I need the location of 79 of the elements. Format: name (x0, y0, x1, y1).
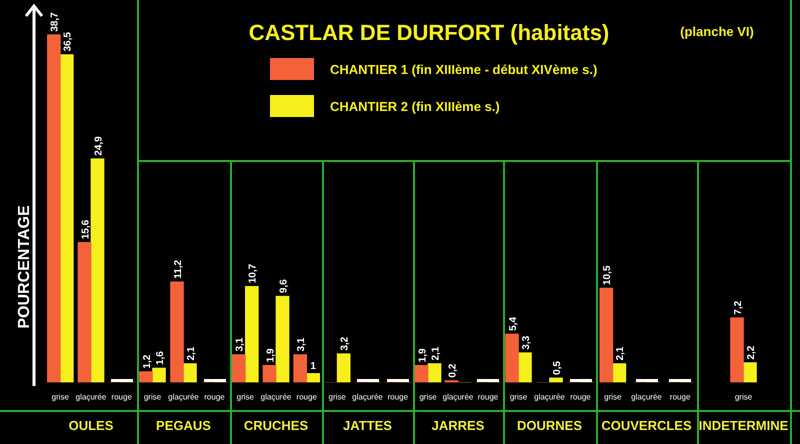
data-label: 1,9 (417, 348, 428, 362)
data-label: 38,7 (50, 12, 61, 32)
bar (276, 296, 290, 382)
data-label: 2,2 (746, 345, 757, 360)
x-tick-label: grise (52, 392, 70, 402)
y-axis-title: POURCENTAGE (16, 204, 34, 331)
data-label: 15,6 (80, 219, 92, 240)
x-tick-label: glaçurée (168, 392, 200, 402)
text: (planche VI) (679, 24, 755, 39)
bar (90, 158, 104, 382)
x-tick-label: rouge (570, 392, 592, 402)
bar (170, 281, 184, 382)
bar (262, 365, 276, 382)
bar (232, 354, 246, 382)
data-label: 10,7 (248, 263, 259, 284)
bar (518, 352, 532, 382)
bar (414, 365, 428, 382)
data-label: 3,1 (296, 337, 307, 352)
bar (152, 368, 166, 382)
data-label: 1,9 (265, 348, 276, 362)
data-label: 9,6 (278, 278, 290, 294)
x-axis-title: COUVERCLES (600, 418, 693, 433)
bar (428, 363, 442, 382)
x-tick-label: grise (144, 392, 162, 402)
x-axis-title: CRUCHES (242, 418, 310, 433)
data-label: 1,6 (154, 350, 166, 366)
x-tick-label: grise (510, 392, 528, 402)
bar (47, 34, 61, 382)
x-tick-label: glaçurée (534, 392, 566, 402)
x-tick-label: rouge (670, 392, 691, 402)
data-label: 11,2 (172, 259, 184, 279)
data-label: 2,1 (186, 346, 197, 361)
x-tick-label: grise (236, 392, 255, 402)
x-tick-label: rouge (204, 392, 226, 402)
bar (505, 334, 519, 382)
data-label: 0,2 (447, 363, 458, 378)
x-tick-label: rouge (388, 392, 409, 402)
x-tick-label: glaçurée (76, 392, 107, 402)
x-axis-title: DOURNES (516, 418, 583, 433)
bar (293, 354, 307, 382)
data-label: 3,2 (339, 336, 350, 351)
x-tick-label: rouge (111, 392, 132, 402)
x-axis-title: PEGAUS (155, 418, 212, 433)
data-label: 1,2 (142, 354, 153, 369)
data-label: 10,5 (602, 265, 614, 286)
x-tick-label: glaçurée (260, 392, 292, 402)
x-tick-label: rouge (296, 392, 318, 402)
data-label: 2,1 (615, 346, 626, 361)
data-label: 2,1 (430, 346, 442, 361)
data-label: 7,2 (732, 300, 744, 315)
x-tick-label: grise (734, 392, 753, 402)
x-axis-title: JATTES (342, 418, 393, 433)
legend-label: CHANTIER 1 (fin XIIIème - début XIVème s.) (330, 62, 598, 76)
bar (60, 54, 74, 382)
x-tick-label: grise (419, 392, 438, 402)
x-tick-label: glaçurée (352, 392, 384, 402)
x-tick-label: rouge (478, 392, 499, 402)
x-axis-title: INDETERMINE (698, 418, 790, 433)
x-tick-label: glaçurée (442, 392, 474, 402)
x-axis-title: JARRES (430, 418, 486, 433)
data-label: 24,9 (93, 136, 104, 156)
legend-label: CHANTIER 2 (fin XIIIème s.) (330, 98, 500, 114)
x-tick-label: grise (328, 392, 346, 402)
data-label: 0,5 (552, 360, 563, 375)
bar (306, 373, 320, 382)
data-label: 5,4 (508, 316, 519, 331)
data-label: 36,5 (62, 32, 74, 52)
bar (139, 371, 153, 382)
x-tick-label: grise (604, 392, 622, 402)
x-tick-label: glaçurée (631, 392, 662, 402)
bar (245, 286, 259, 382)
bar (78, 242, 92, 382)
data-label: 3,3 (520, 335, 532, 350)
data-label: 1 (310, 361, 316, 372)
bar (549, 378, 563, 382)
x-axis-title: OULES (68, 418, 114, 433)
data-label: 3,1 (234, 337, 246, 352)
text: CASTLAR DE DURFORT (habitats) (248, 20, 610, 46)
bar (183, 363, 197, 382)
